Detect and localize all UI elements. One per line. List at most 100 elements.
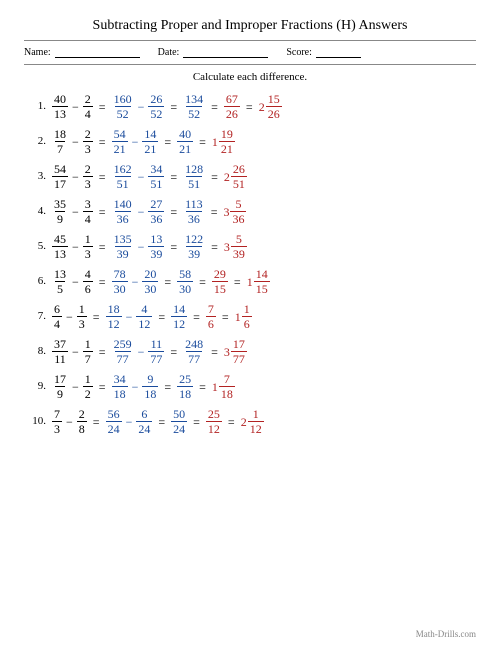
mixed-number: 2112 xyxy=(241,408,264,435)
equals: = xyxy=(240,101,259,113)
equals: = xyxy=(93,381,112,393)
equals: = xyxy=(87,416,106,428)
problem-row: 10.73−28=5624−624=5024=2512=2112 xyxy=(24,408,476,435)
mixed-number: 116 xyxy=(235,303,252,330)
mixed-number: 3536 xyxy=(223,198,246,225)
minus-op: − xyxy=(122,416,137,428)
equals: = xyxy=(187,416,206,428)
problem-row: 2.187−23=5421−1421=4021=11921 xyxy=(24,128,476,155)
worksheet-page: Subtracting Proper and Improper Fraction… xyxy=(0,0,500,647)
minus-op: − xyxy=(128,381,143,393)
problem-number: 4. xyxy=(24,206,52,217)
equals: = xyxy=(164,101,183,113)
fraction: 3711 xyxy=(52,338,68,365)
minus-op: − xyxy=(62,311,77,323)
fraction: 6726 xyxy=(224,93,240,120)
equals: = xyxy=(158,136,177,148)
fraction: 2512 xyxy=(206,408,222,435)
fraction: 12239 xyxy=(183,233,205,260)
fraction: 25977 xyxy=(112,338,134,365)
fraction: 5024 xyxy=(171,408,187,435)
meta-row: Name: Date: Score: xyxy=(24,47,476,58)
problem-row: 3.5417−23=16251−3451=12851=22651 xyxy=(24,163,476,190)
fraction: 1812 xyxy=(106,303,122,330)
equals: = xyxy=(205,101,224,113)
score-field: Score: xyxy=(286,47,361,58)
fraction: 536 xyxy=(230,198,246,225)
fraction: 4013 xyxy=(52,93,68,120)
equals: = xyxy=(152,416,171,428)
equals: = xyxy=(158,381,177,393)
fraction: 23 xyxy=(83,128,93,155)
minus-op: − xyxy=(134,241,149,253)
mixed-number: 11921 xyxy=(212,128,235,155)
fraction: 4513 xyxy=(52,233,68,260)
fraction: 17 xyxy=(83,338,93,365)
equals: = xyxy=(193,276,212,288)
equals: = xyxy=(93,136,112,148)
fraction: 12851 xyxy=(183,163,205,190)
fraction: 3451 xyxy=(148,163,164,190)
fraction: 135 xyxy=(52,268,68,295)
equals: = xyxy=(164,346,183,358)
problem-number: 2. xyxy=(24,136,52,147)
equals: = xyxy=(87,311,106,323)
fraction: 34 xyxy=(83,198,93,225)
equals: = xyxy=(205,206,224,218)
date-field: Date: xyxy=(158,47,269,58)
fraction: 359 xyxy=(52,198,68,225)
name-field: Name: xyxy=(24,47,140,58)
fraction: 16052 xyxy=(112,93,134,120)
name-line xyxy=(55,47,140,58)
problem-number: 9. xyxy=(24,381,52,392)
minus-op: − xyxy=(68,241,83,253)
problem-row: 6.135−46=7830−2030=5830=2915=11415 xyxy=(24,268,476,295)
fraction: 2652 xyxy=(148,93,164,120)
minus-op: − xyxy=(122,311,137,323)
problem-number: 1. xyxy=(24,101,52,112)
equals: = xyxy=(93,171,112,183)
fraction: 539 xyxy=(231,233,247,260)
name-label: Name: xyxy=(24,47,51,58)
fraction: 1526 xyxy=(266,93,282,120)
equals: = xyxy=(228,276,247,288)
fraction: 1921 xyxy=(219,128,235,155)
fraction: 1412 xyxy=(171,303,187,330)
fraction: 2736 xyxy=(148,198,164,225)
fraction: 1177 xyxy=(148,338,164,365)
fraction: 2651 xyxy=(231,163,247,190)
equals: = xyxy=(152,311,171,323)
problem-number: 10. xyxy=(24,416,52,427)
mixed-number: 31777 xyxy=(224,338,247,365)
minus-op: − xyxy=(68,206,83,218)
fraction: 16251 xyxy=(112,163,134,190)
problem-row: 8.3711−17=25977−1177=24877=31777 xyxy=(24,338,476,365)
mixed-number: 1718 xyxy=(212,373,235,400)
fraction: 918 xyxy=(142,373,158,400)
score-label: Score: xyxy=(286,47,312,58)
mixed-number: 3539 xyxy=(224,233,247,260)
minus-op: − xyxy=(68,346,83,358)
minus-op: − xyxy=(134,171,149,183)
problem-row: 9.179−12=3418−918=2518=1718 xyxy=(24,373,476,400)
minus-op: − xyxy=(134,206,149,218)
fraction: 412 xyxy=(136,303,152,330)
fraction: 11336 xyxy=(183,198,205,225)
footer: Math-Drills.com xyxy=(416,629,476,639)
mixed-number: 22651 xyxy=(224,163,247,190)
equals: = xyxy=(158,276,177,288)
fraction: 2915 xyxy=(212,268,228,295)
fraction: 73 xyxy=(52,408,62,435)
equals: = xyxy=(222,416,241,428)
fraction: 5624 xyxy=(106,408,122,435)
fraction: 718 xyxy=(219,373,235,400)
minus-op: − xyxy=(68,101,83,113)
fraction: 2030 xyxy=(142,268,158,295)
problem-list: 1.4013−24=16052−2652=13452=6726=215262.1… xyxy=(24,93,476,435)
equals: = xyxy=(93,276,112,288)
fraction: 64 xyxy=(52,303,62,330)
mixed-number: 11415 xyxy=(247,268,270,295)
equals: = xyxy=(93,346,112,358)
equals: = xyxy=(164,171,183,183)
equals: = xyxy=(164,206,183,218)
